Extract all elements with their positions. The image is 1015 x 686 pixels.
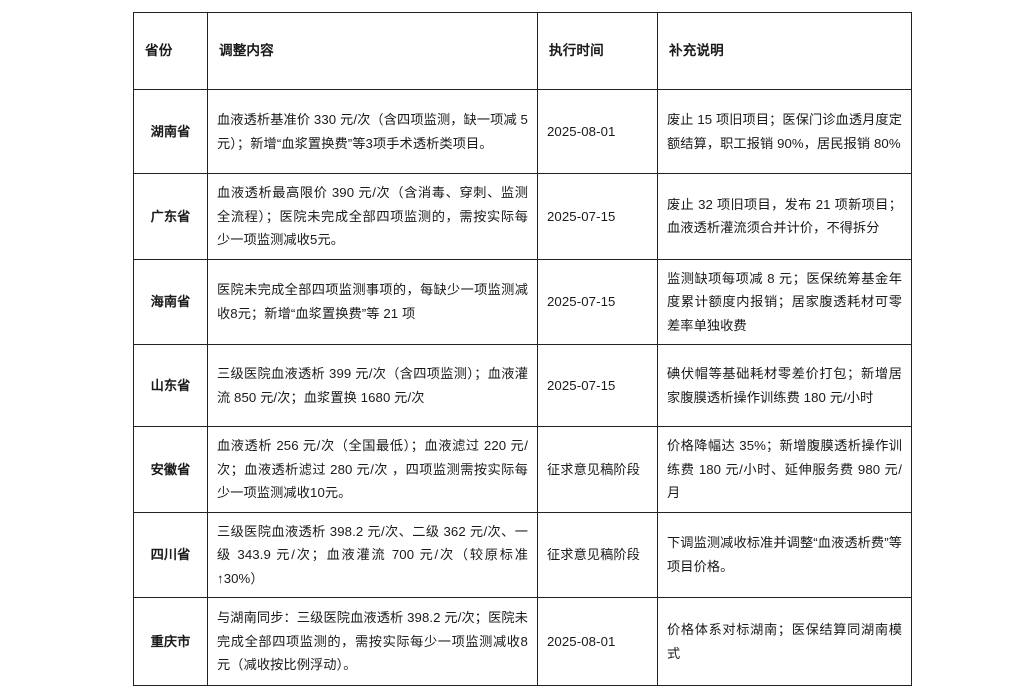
table-header-row: 省份 调整内容 执行时间 补充说明 — [133, 12, 912, 90]
cell-note: 价格降幅达 35%；新增腹膜透析操作训练费 180 元/小时、延伸服务费 980… — [657, 426, 912, 513]
table-row: 安徽省 血液透析 256 元/次（全国最低）；血液滤过 220 元/次；血液透析… — [133, 426, 912, 513]
cell-date: 2025-07-15 — [537, 258, 658, 345]
cell-province: 重庆市 — [133, 597, 208, 686]
column-header-date: 执行时间 — [537, 12, 658, 90]
cell-date: 2025-07-15 — [537, 344, 658, 427]
cell-date: 征求意见稿阶段 — [537, 426, 658, 513]
cell-content: 血液透析 256 元/次（全国最低）；血液滤过 220 元/次；血液透析滤过 2… — [207, 426, 538, 513]
cell-content: 血液透析最高限价 390 元/次（含消毒、穿刺、监测全流程）；医院未完成全部四项… — [207, 173, 538, 260]
cell-note: 下调监测减收标准并调整“血液透析费”等项目价格。 — [657, 511, 912, 598]
table-body: 湖南省 血液透析基准价 330 元/次（含四项监测，缺一项减 5 元）；新增“血… — [133, 89, 912, 686]
table-row: 海南省 医院未完成全部四项监测事项的，每缺少一项监测减收8元；新增“血浆置换费”… — [133, 258, 912, 345]
table-row: 重庆市 与湖南同步：三级医院血液透析 398.2 元/次；医院未完成全部四项监测… — [133, 597, 912, 686]
table-row: 四川省 三级医院血液透析 398.2 元/次、二级 362 元/次、一级 343… — [133, 511, 912, 598]
cell-date: 征求意见稿阶段 — [537, 511, 658, 598]
cell-content: 与湖南同步：三级医院血液透析 398.2 元/次；医院未完成全部四项监测的，需按… — [207, 597, 538, 686]
cell-province: 广东省 — [133, 173, 208, 260]
cell-date: 2025-08-01 — [537, 89, 658, 174]
cell-province: 安徽省 — [133, 426, 208, 513]
cell-note: 碘伏帽等基础耗材零差价打包；新增居家腹膜透析操作训练费 180 元/小时 — [657, 344, 912, 427]
cell-note: 监测缺项每项减 8 元；医保统筹基金年度累计额度内报销；居家腹透耗材可零差率单独… — [657, 258, 912, 345]
cell-note: 废止 32 项旧项目，发布 21 项新项目；血液透析灌流须合并计价，不得拆分 — [657, 173, 912, 260]
column-header-content: 调整内容 — [207, 12, 538, 90]
cell-content: 血液透析基准价 330 元/次（含四项监测，缺一项减 5 元）；新增“血浆置换费… — [207, 89, 538, 174]
cell-date: 2025-08-01 — [537, 597, 658, 686]
column-header-note: 补充说明 — [657, 12, 912, 90]
table-header: 省份 调整内容 执行时间 补充说明 — [133, 12, 912, 90]
province-policy-table: 省份 调整内容 执行时间 补充说明 湖南省 血液透析基准价 330 元/次（含四… — [133, 12, 912, 686]
cell-content: 三级医院血液透析 398.2 元/次、二级 362 元/次、一级 343.9 元… — [207, 511, 538, 598]
table-row: 湖南省 血液透析基准价 330 元/次（含四项监测，缺一项减 5 元）；新增“血… — [133, 89, 912, 174]
cell-province: 山东省 — [133, 344, 208, 427]
table-row: 广东省 血液透析最高限价 390 元/次（含消毒、穿刺、监测全流程）；医院未完成… — [133, 173, 912, 260]
cell-note: 价格体系对标湖南；医保结算同湖南模式 — [657, 597, 912, 686]
cell-province: 海南省 — [133, 258, 208, 345]
cell-date: 2025-07-15 — [537, 173, 658, 260]
cell-note: 废止 15 项旧项目；医保门诊血透月度定额结算，职工报销 90%，居民报销 80… — [657, 89, 912, 174]
cell-province: 四川省 — [133, 511, 208, 598]
table-row: 山东省 三级医院血液透析 399 元/次（含四项监测）；血液灌流 850 元/次… — [133, 344, 912, 427]
column-header-province: 省份 — [133, 12, 208, 90]
cell-province: 湖南省 — [133, 89, 208, 174]
cell-content: 医院未完成全部四项监测事项的，每缺少一项监测减收8元；新增“血浆置换费”等 21… — [207, 258, 538, 345]
policy-table-container: 省份 调整内容 执行时间 补充说明 湖南省 血液透析基准价 330 元/次（含四… — [133, 12, 912, 686]
cell-content: 三级医院血液透析 399 元/次（含四项监测）；血液灌流 850 元/次；血浆置… — [207, 344, 538, 427]
page-root: 省份 调整内容 执行时间 补充说明 湖南省 血液透析基准价 330 元/次（含四… — [133, 12, 912, 686]
